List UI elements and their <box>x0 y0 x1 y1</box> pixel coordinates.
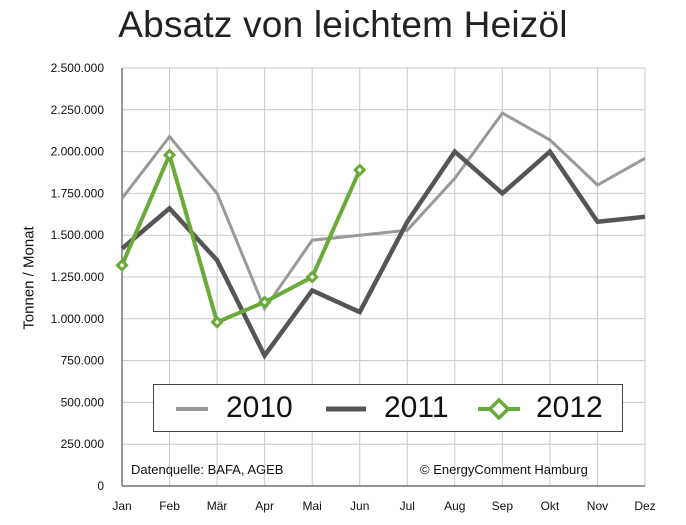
legend: 2010 2011 2012 <box>153 384 623 432</box>
series-line-2012 <box>120 148 362 325</box>
x-tick-label: Dez <box>634 499 655 513</box>
y-tick-label: 250.000 <box>61 437 105 451</box>
data-point-2012 <box>258 295 272 309</box>
source-annotation: Datenquelle: BAFA, AGEB <box>131 462 283 477</box>
chart-title: Absatz von leichtem Heizöl <box>118 4 568 45</box>
legend-item-2011: 2011 <box>322 385 449 431</box>
data-point-2012 <box>210 315 224 329</box>
legend-label-2010: 2010 <box>226 391 293 424</box>
x-tick-label: Jun <box>350 499 369 513</box>
y-tick-label: 750.000 <box>61 354 105 368</box>
series-line-2010 <box>120 111 646 312</box>
series-line-2011 <box>120 148 646 360</box>
x-tick-label: Okt <box>541 499 560 513</box>
series-markers <box>115 148 367 329</box>
legend-label-2011: 2011 <box>384 391 449 424</box>
x-tick-label: Jan <box>112 499 131 513</box>
axes <box>121 68 645 487</box>
x-tick-label: Aug <box>444 499 465 513</box>
x-tick-label: Feb <box>159 499 180 513</box>
legend-item-2010: 2010 <box>172 385 293 431</box>
x-tick-labels: Jan Feb Mär Apr Mai Jun Jul Aug Sep Okt Nov Dez <box>112 499 655 513</box>
legend-label-2012: 2012 <box>536 391 603 424</box>
y-tick-label: 2.250.000 <box>51 103 105 117</box>
x-tick-label: Jul <box>400 499 415 513</box>
data-point-2012 <box>353 163 367 177</box>
x-tick-label: Apr <box>255 499 274 513</box>
y-tick-label: 1.750.000 <box>51 186 105 200</box>
legend-item-2012: 2012 <box>474 385 603 431</box>
y-tick-label: 1.250.000 <box>51 270 105 284</box>
x-tick-label: Nov <box>587 499 608 513</box>
x-tick-label: Mai <box>303 499 322 513</box>
copyright-annotation: © EnergyComment Hamburg <box>420 462 588 477</box>
series-lines <box>120 111 646 360</box>
data-point-2012 <box>162 148 177 162</box>
y-tick-labels: 0 250.000 500.000 750.000 1.000.000 1.250.000… <box>51 61 105 493</box>
legend-swatch-2012 <box>478 397 520 421</box>
y-tick-label: 0 <box>97 479 104 493</box>
y-tick-label: 2.500.000 <box>51 61 105 75</box>
y-tick-label: 2.000.000 <box>51 145 105 159</box>
x-tick-label: Sep <box>492 499 514 513</box>
legend-swatch-2011 <box>326 406 366 412</box>
data-point-2012 <box>115 258 129 272</box>
legend-swatch-2010 <box>176 407 208 411</box>
y-tick-label: 1.000.000 <box>51 312 105 326</box>
x-tick-label: Mär <box>207 499 228 513</box>
y-tick-label: 500.000 <box>61 395 105 409</box>
data-point-2012 <box>305 270 319 284</box>
y-tick-label: 1.500.000 <box>51 228 105 242</box>
